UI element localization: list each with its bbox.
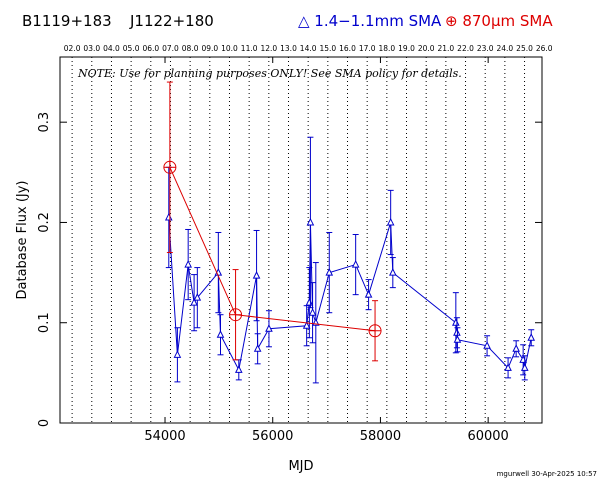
top-axis-tick-label: 13.0 [280,44,297,53]
x-tick-label: 60000 [467,429,508,444]
source-name: B1119+183 [22,12,112,30]
footer-stamp: mgurwell 30-Apr-2025 10:57 [497,470,597,478]
plot-frame [59,56,543,424]
data-point-triangle [386,217,395,226]
top-axis-tick-label: 24.0 [497,44,514,53]
note-text: NOTE: Use for planning purposes ONLY! Se… [77,67,462,80]
top-axis-tick-label: 19.0 [398,44,415,53]
x-tick-label: 56000 [252,429,293,444]
top-axis-tick-label: 08.0 [182,44,199,53]
legend-band1: △ 1.4−1.1mm SMA [298,12,442,30]
data-point-triangle [216,330,225,338]
data-point-triangle [452,318,460,326]
series-1 [164,136,536,384]
top-axis-tick-label: 07.0 [162,44,179,53]
top-axis-tick-label: 20.0 [418,44,435,53]
data-point-triangle [190,298,198,306]
y-tick-label: 0.1 [37,312,52,333]
series-line [169,167,376,332]
data-point-triangle [527,333,536,341]
top-axis-tick-label: 04.0 [103,44,120,53]
top-axis-tick-label: 10.0 [221,44,238,53]
top-axis-labels: 02.0 03.0 04.0 05.0 06.0 07.0 08.0 09.0 10.0 11.0… [64,44,553,53]
data-point-triangle [512,344,520,352]
grid-lines [71,57,526,423]
data-point-triangle [302,321,311,329]
data-point-triangle [389,267,397,276]
top-axis-tick-label: 14.0 [300,44,317,53]
data-point-triangle [351,259,360,268]
data-point-triangle [265,324,273,332]
y-tick-label: 0.3 [37,112,52,133]
x-axis-label: MJD [288,459,313,474]
data-point-triangle [164,212,173,221]
y-axis-label: Database Flux (Jy) [15,181,30,300]
top-axis-tick-label: 05.0 [123,44,140,53]
x-tick-label: 58000 [360,429,401,444]
top-axis-tick-label: 25.0 [516,44,533,53]
data-point-triangle [306,217,315,226]
top-axis-tick-label: 22.0 [457,44,474,53]
data-point-triangle [173,350,182,358]
data-point-triangle [325,267,334,276]
data-point-triangle [483,341,491,349]
legend-band2: ⊕ 870μm SMA [445,12,553,30]
data-point-triangle [453,328,461,336]
top-axis-tick-label: 12.0 [260,44,277,53]
alt-name: J1122+180 [129,12,214,30]
data-point-triangle [308,308,317,316]
y-tick-label: 0.2 [37,212,52,233]
top-axis-tick-label: 18.0 [378,44,395,53]
data-point-triangle [520,363,529,371]
series-2 [163,81,382,362]
top-axis-tick-label: 15.0 [319,44,336,53]
series-layer [163,81,536,384]
x-axis-ticks: 54000 56000 58000 60000 [144,57,509,444]
data-point-triangle [364,290,373,298]
data-point-triangle [453,335,462,343]
top-axis-tick-label: 02.0 [64,44,81,53]
y-tick-label: 0 [37,419,52,427]
x-tick-label: 54000 [144,429,185,444]
top-axis-tick-label: 26.0 [536,44,553,53]
data-point-triangle [504,363,512,371]
top-axis-tick-label: 23.0 [477,44,494,53]
data-point-triangle [234,365,243,373]
top-axis-tick-label: 03.0 [83,44,100,53]
data-point-triangle [253,344,262,352]
top-axis-tick-label: 09.0 [201,44,218,53]
data-point-triangle [305,298,314,306]
y-axis-ticks: 0 0.1 0.2 0.3 [37,112,542,427]
data-point-triangle [184,259,192,268]
top-axis-tick-label: 17.0 [359,44,376,53]
data-point-triangle [193,293,202,301]
data-point-triangle [252,270,261,279]
top-axis-tick-label: 11.0 [241,44,258,53]
top-axis-tick-label: 16.0 [339,44,356,53]
top-axis-tick-label: 21.0 [438,44,455,53]
series-line [168,217,532,372]
top-axis-tick-label: 06.0 [142,44,159,53]
